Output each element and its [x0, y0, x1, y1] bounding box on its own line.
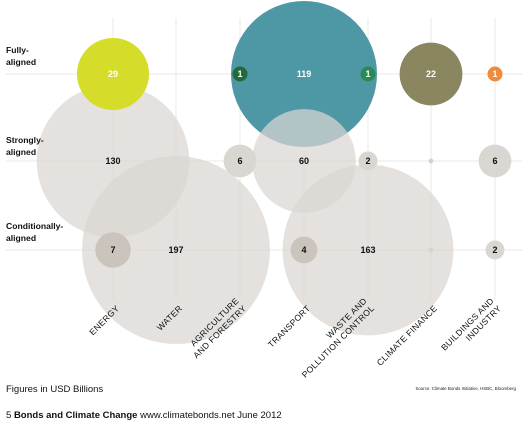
- report-title: Bonds and Climate Change: [13, 410, 138, 421]
- bubble-label-climate-finance-fully-aligned: 22: [426, 69, 436, 79]
- website-url: www.climatebonds.net: [140, 410, 235, 421]
- bubble-label-water-conditionally-aligned: 197: [168, 245, 183, 255]
- bubble-climate-finance-conditionally-aligned: [428, 247, 434, 253]
- bubble-waste-and-pollution-control-strongly-aligned: [358, 151, 378, 171]
- bubble-label-transport-fully-aligned: 119: [297, 69, 312, 79]
- bubble-transport-conditionally-aligned: [290, 236, 318, 264]
- footnote: Figures in USD Billions: [6, 384, 104, 395]
- bubbles: [36, 1, 512, 344]
- bubble-energy-strongly-aligned: [36, 84, 190, 238]
- row-label-fully-aligned: Fully- aligned: [6, 45, 37, 67]
- bubble-agriculture-and-forestry-strongly-aligned: [223, 144, 257, 178]
- source-note: Source: Climate Bonds Initiative, HSBC, …: [415, 386, 516, 391]
- bubble-label-energy-fully-aligned: 29: [108, 69, 118, 79]
- bubble-buildings-and-industry-strongly-aligned: [478, 144, 512, 178]
- bubble-label-buildings-and-industry-conditionally-aligned: 2: [492, 245, 497, 255]
- bubble-label-energy-strongly-aligned: 130: [105, 156, 120, 166]
- bubble-label-energy-conditionally-aligned: 7: [110, 245, 115, 255]
- bubble-label-agriculture-and-forestry-strongly-aligned: 6: [237, 156, 242, 166]
- bubble-climate-finance-strongly-aligned: [428, 158, 434, 164]
- bubble-label-waste-and-pollution-control-conditionally-aligned: 163: [360, 245, 375, 255]
- bubble-label-transport-conditionally-aligned: 4: [301, 245, 306, 255]
- bubble-energy-conditionally-aligned: [95, 232, 131, 268]
- report-date: June 2012: [237, 410, 282, 421]
- category-label-line: TRANSPORT: [266, 303, 313, 350]
- row-label-conditionally-aligned: Conditionally- aligned: [6, 221, 64, 243]
- bubble-buildings-and-industry-fully-aligned: [487, 66, 503, 82]
- bubble-waste-and-pollution-control-fully-aligned: [360, 66, 376, 82]
- category-label-transport: TRANSPORT: [266, 303, 313, 350]
- page-footer: 5 Bonds and Climate Change www.climatebo…: [6, 410, 282, 421]
- bubble-transport-strongly-aligned: [252, 109, 356, 213]
- bubble-label-waste-and-pollution-control-fully-aligned: 1: [365, 69, 370, 79]
- bubble-agriculture-and-forestry-fully-aligned: [232, 66, 248, 82]
- bubble-label-buildings-and-industry-strongly-aligned: 6: [492, 156, 497, 166]
- bubble-climate-finance-fully-aligned: [399, 42, 463, 106]
- bubble-label-buildings-and-industry-fully-aligned: 1: [492, 69, 497, 79]
- row-label-strongly-aligned: Strongly- aligned: [6, 135, 44, 157]
- bubble-label-waste-and-pollution-control-strongly-aligned: 2: [365, 156, 370, 166]
- page-number: 5: [6, 410, 12, 421]
- bubble-transport-fully-aligned: [231, 1, 377, 147]
- bubble-energy-fully-aligned: [76, 37, 150, 111]
- bubble-label-transport-strongly-aligned: 60: [299, 156, 309, 166]
- bubble-buildings-and-industry-conditionally-aligned: [485, 240, 505, 260]
- bubble-label-agriculture-and-forestry-fully-aligned: 1: [237, 69, 242, 79]
